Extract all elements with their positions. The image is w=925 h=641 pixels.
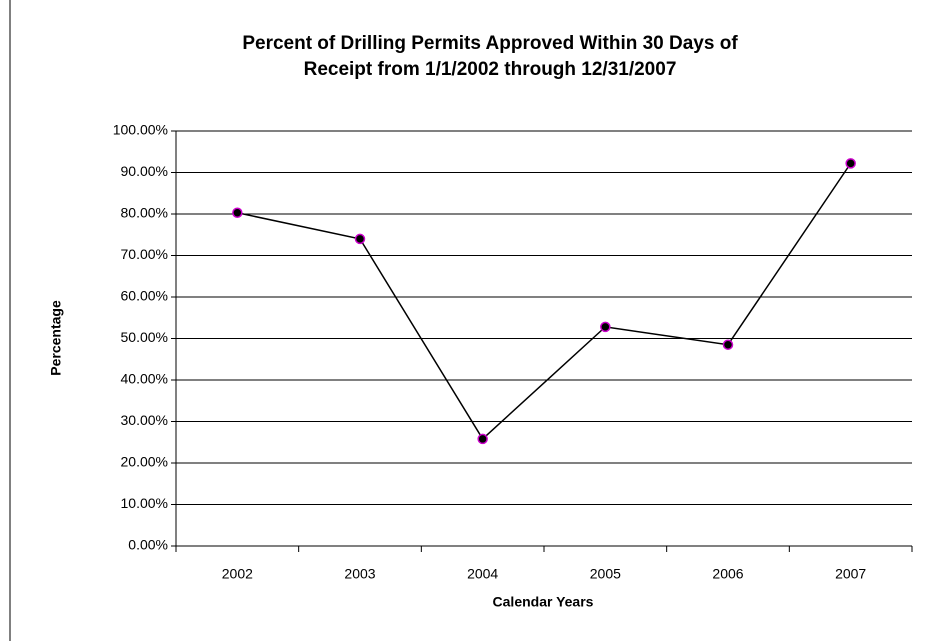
- line: [237, 162, 852, 441]
- marker: [477, 433, 488, 445]
- x-tick-label: 2004: [467, 566, 498, 582]
- marker: [600, 321, 611, 333]
- y-tick-label: 80.00%: [121, 205, 168, 221]
- y-tick-label: 0.00%: [128, 537, 168, 553]
- x-tick-label: 2002: [222, 566, 253, 582]
- y-tick-label: 60.00%: [121, 288, 168, 304]
- marker: [354, 233, 366, 245]
- marker: [845, 158, 856, 169]
- chart-title: Percent of Drilling Permits Approved Wit…: [242, 33, 738, 54]
- y-tick-label: 70.00%: [121, 246, 168, 262]
- y-tick-label: 100.00%: [113, 122, 168, 138]
- x-tick-label: 2003: [344, 566, 375, 582]
- marker: [232, 207, 243, 219]
- y-tick-label: 20.00%: [121, 454, 168, 470]
- y-tick-label: 10.00%: [121, 495, 168, 511]
- y-tick-label: 90.00%: [121, 163, 168, 179]
- y-axis-title: Percentage: [48, 300, 64, 376]
- marker: [722, 339, 734, 350]
- chart-title: Receipt from 1/1/2002 through 12/31/2007: [304, 59, 677, 80]
- x-axis-title: Calendar Years: [493, 594, 594, 610]
- x-tick-label: 2007: [835, 566, 866, 582]
- x-tick-label: 2005: [590, 566, 621, 582]
- y-tick-label: 40.00%: [121, 371, 168, 387]
- y-tick-label: 30.00%: [121, 412, 168, 428]
- y-tick-label: 50.00%: [121, 329, 168, 345]
- x-tick-label: 2006: [712, 566, 743, 582]
